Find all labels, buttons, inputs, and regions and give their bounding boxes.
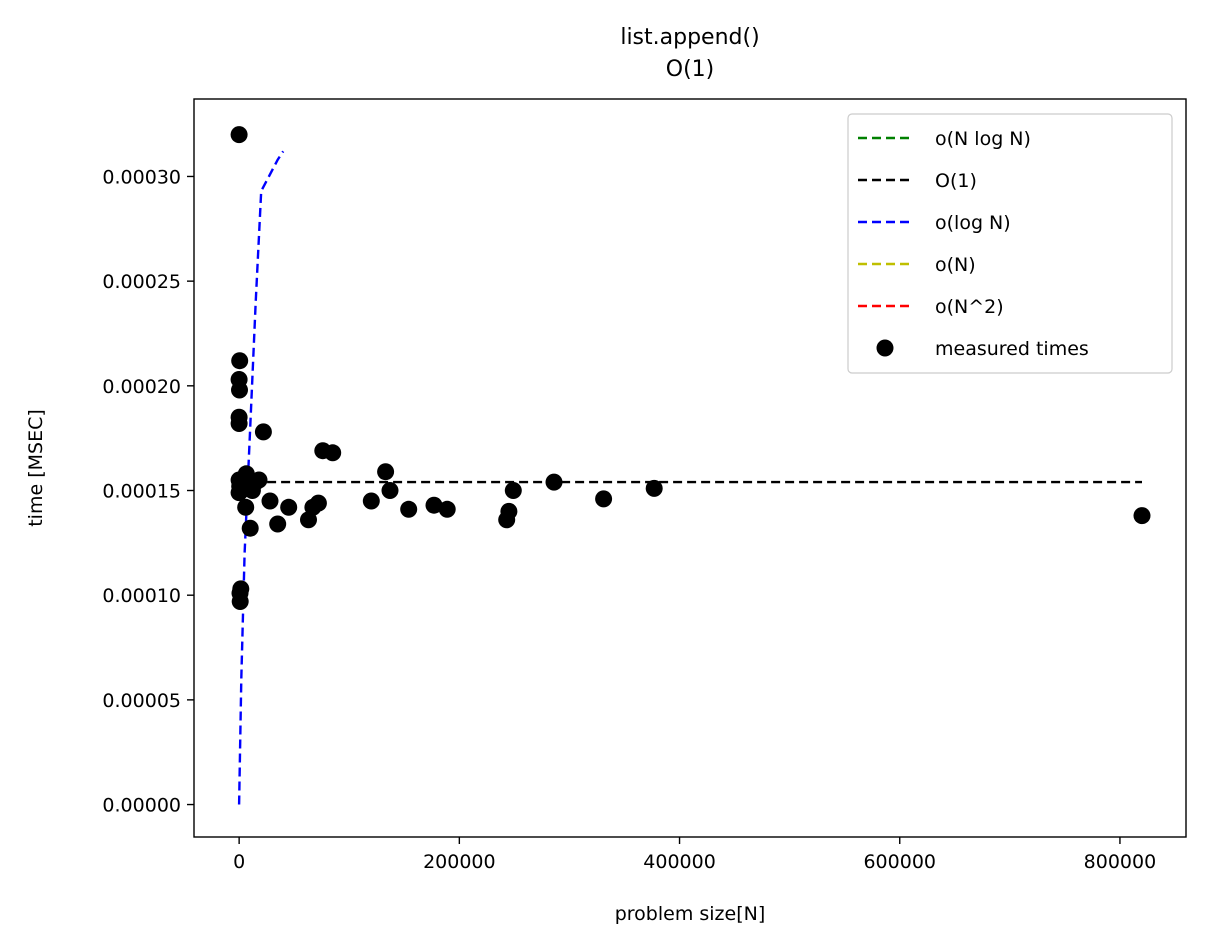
data-point <box>309 494 327 512</box>
data-point <box>241 519 259 537</box>
legend-label-o-log-n: o(log N) <box>935 212 1011 234</box>
y-tick-label: 0.00015 <box>102 481 181 503</box>
y-tick-label: 0.00010 <box>102 585 181 607</box>
y-axis-label: time [MSEC] <box>25 409 47 527</box>
data-point <box>377 463 395 481</box>
y-tick-label: 0.00005 <box>102 690 181 712</box>
data-point <box>231 593 249 610</box>
data-point <box>250 471 268 489</box>
series-line-o-log-n <box>237 150 285 805</box>
data-point <box>237 498 255 516</box>
y-axis-ticks: 0.00000 0.00005 0.00010 0.00015 0.00020 0.000… <box>102 166 194 817</box>
data-point <box>232 580 250 598</box>
y-tick-label: 0.00025 <box>102 271 181 293</box>
chart-title: list.append() <box>620 25 759 50</box>
data-point <box>545 473 563 491</box>
data-point <box>269 515 287 533</box>
data-point <box>231 352 249 370</box>
data-point <box>595 490 613 508</box>
data-point <box>231 381 248 399</box>
data-point <box>254 423 272 441</box>
data-point <box>1133 507 1151 525</box>
legend-frame <box>847 113 1173 374</box>
x-tick-label: 600000 <box>863 851 936 873</box>
data-point <box>230 415 248 432</box>
data-point <box>381 482 399 499</box>
x-tick-label: 0 <box>233 851 245 873</box>
x-tick-label: 400000 <box>643 851 716 873</box>
legend-label-o-1: O(1) <box>935 170 977 192</box>
data-point <box>400 500 418 518</box>
data-point <box>504 482 522 499</box>
x-tick-label: 200000 <box>423 851 496 873</box>
legend-marker-measured-times <box>876 339 894 357</box>
data-point <box>438 500 456 518</box>
chart-subtitle: O(1) <box>666 57 714 82</box>
y-tick-label: 0.00000 <box>102 795 181 817</box>
x-axis-ticks: 0 200000 400000 600000 800000 <box>233 837 1156 873</box>
data-point <box>645 479 663 497</box>
legend: o(N log N) O(1) o(log N) o(N) o(N^2) measured… <box>847 113 1173 374</box>
data-point <box>362 492 380 510</box>
legend-label-o-n: o(N) <box>935 254 976 276</box>
data-point <box>324 444 342 462</box>
legend-label-o-n-log-n: o(N log N) <box>935 128 1031 150</box>
x-tick-label: 800000 <box>1084 851 1157 873</box>
legend-label-o-n-2: o(N^2) <box>935 296 1004 318</box>
data-point <box>500 502 518 520</box>
data-point <box>230 126 248 144</box>
plot-area-frame <box>193 98 1187 838</box>
x-axis-label: problem size[N] <box>615 903 766 925</box>
data-point <box>425 496 443 514</box>
y-tick-label: 0.00020 <box>102 376 181 398</box>
data-point <box>280 498 298 516</box>
data-point <box>261 492 279 510</box>
legend-label-measured-times: measured times <box>935 338 1089 360</box>
y-tick-label: 0.00030 <box>102 166 181 188</box>
